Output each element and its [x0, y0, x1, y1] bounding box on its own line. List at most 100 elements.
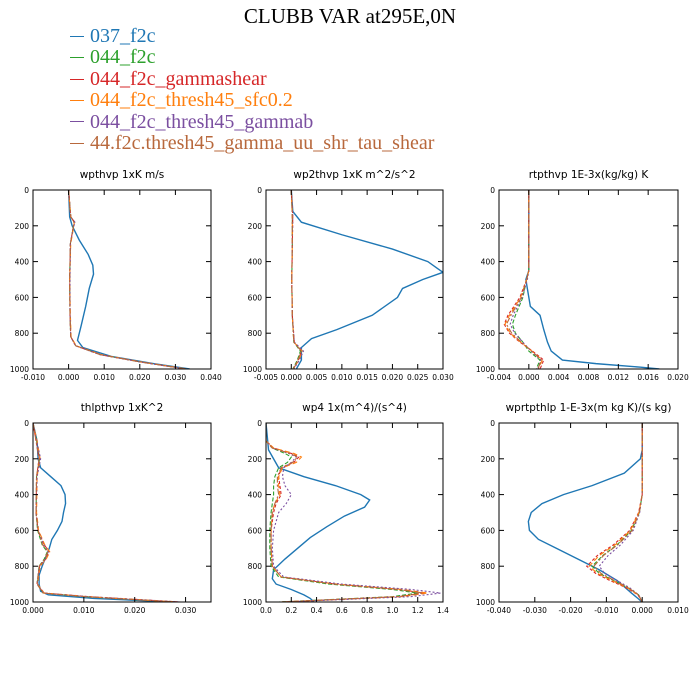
x-tick-label: 0.025	[407, 373, 429, 382]
x-tick-label: 0.020	[129, 373, 151, 382]
x-tick-label: 1.2	[412, 606, 424, 615]
y-tick-label: 200	[248, 455, 263, 464]
y-tick-label: 600	[15, 526, 30, 535]
y-tick-label: 200	[15, 222, 30, 231]
y-tick-label: 400	[15, 258, 30, 267]
legend-item-gammashear: 044_f2c_gammashear	[70, 67, 434, 90]
legend-swatch	[70, 78, 84, 80]
legend-label: 044_f2c_gammashear	[90, 67, 267, 90]
x-tick-label: 0.016	[637, 373, 659, 382]
series-line-4	[33, 423, 178, 602]
y-tick-label: 1000	[243, 598, 262, 607]
panel-1: wpthvp 1xK m/s -0.010 0.000 0.010 0.020 0.030…	[10, 169, 222, 382]
x-tick-label: 0.010	[73, 606, 95, 615]
legend-label: 044_f2c_thresh45_sfc0.2	[90, 89, 293, 112]
series-line-1	[67, 190, 190, 369]
series-line-5	[598, 423, 643, 602]
legend-item-thresh45-gammab: 044_f2c_thresh45_gammab	[70, 110, 434, 133]
y-tick-label: 800	[248, 329, 263, 338]
y-tick-label: 600	[248, 526, 263, 535]
x-tick-label: -0.020	[559, 606, 583, 615]
series-line-1	[290, 190, 443, 369]
x-tick-label: 0.000	[281, 373, 303, 382]
panel-title: rtpthvp 1E-3x(kg/kg) K	[529, 169, 650, 181]
y-tick-label: 1000	[10, 598, 29, 607]
y-tick-label: 200	[481, 222, 496, 231]
x-tick-label: 0.010	[331, 373, 353, 382]
y-tick-label: 600	[481, 293, 496, 302]
x-tick-label: 0.020	[667, 373, 689, 382]
plot-frame	[32, 422, 212, 603]
panel-6: wprtpthlp 1-E-3x(m kg K)/(s kg) -0.040 -0.…	[476, 402, 689, 615]
panel-5: wp4 1x(m^4)/(s^4) 0.0 0.2 0.4 0.6 0.8 1.0 1.2 1.…	[243, 402, 449, 615]
series-line-4	[588, 423, 643, 602]
plot-frame	[32, 189, 212, 370]
x-tick-label: -0.004	[487, 373, 511, 382]
series-line-5	[68, 190, 186, 369]
x-tick-label: -0.030	[523, 606, 547, 615]
series-line-1	[33, 423, 176, 602]
plot-frame	[265, 422, 444, 603]
legend-item-thresh45-sfc: 044_f2c_thresh45_sfc0.2	[70, 89, 434, 112]
series-line-3	[33, 423, 181, 602]
series-line-3	[585, 423, 643, 602]
y-tick-label: 1000	[476, 365, 495, 374]
series-line-2	[68, 190, 187, 369]
x-tick-label: 1.0	[386, 606, 398, 615]
series-line-4	[266, 423, 428, 602]
panel-4: thlpthvp 1xK^2 0.000 0.010 0.020 0.030 0 200 40…	[10, 402, 212, 615]
legend-swatch	[70, 35, 84, 37]
series-line-6	[68, 190, 187, 369]
plot-frame	[265, 189, 444, 370]
legend-label: 044_f2c_thresh45_gammab	[90, 110, 314, 133]
panel-title: wp2thvp 1xK m^2/s^2	[293, 169, 415, 181]
figure-title: CLUBB VAR at295E,0N	[243, 4, 457, 28]
y-tick-label: 800	[481, 562, 496, 571]
y-tick-label: 0	[257, 419, 262, 428]
x-tick-label: 1.4	[437, 606, 449, 615]
series-line-5	[33, 423, 180, 602]
y-tick-label: 1000	[476, 598, 495, 607]
series-line-6	[505, 190, 543, 369]
x-tick-label: 0.012	[608, 373, 630, 382]
series-line-6	[290, 190, 303, 369]
x-tick-label: 0.000	[22, 606, 44, 615]
y-tick-label: 400	[248, 258, 263, 267]
x-tick-label: 0.015	[356, 373, 378, 382]
y-tick-label: 0	[24, 419, 29, 428]
x-tick-label: 0.030	[175, 606, 197, 615]
panel-title: wprtpthlp 1-E-3x(m kg K)/(s kg)	[506, 402, 672, 414]
x-tick-label: 0.4	[311, 606, 323, 615]
series-line-6	[33, 423, 177, 602]
series-line-2	[33, 423, 176, 602]
series-line-4	[290, 190, 304, 369]
panel-3: rtpthvp 1E-3x(kg/kg) K -0.004 0.000 0.004 0.…	[476, 169, 689, 382]
panel-title: wp4 1x(m^4)/(s^4)	[302, 402, 407, 414]
series-line-2	[511, 190, 541, 369]
legend-swatch	[70, 100, 84, 102]
legend-swatch	[70, 121, 84, 123]
y-tick-label: 400	[481, 491, 496, 500]
y-tick-label: 600	[481, 526, 496, 535]
y-tick-label: 200	[248, 222, 263, 231]
x-tick-label: -0.010	[21, 373, 45, 382]
legend-swatch	[70, 57, 84, 59]
y-tick-label: 1000	[10, 365, 29, 374]
x-tick-label: 0.010	[667, 606, 689, 615]
x-tick-label: 0.010	[93, 373, 115, 382]
x-tick-label: -0.040	[487, 606, 511, 615]
series-line-2	[290, 190, 302, 369]
y-tick-label: 400	[15, 491, 30, 500]
x-tick-label: 0.2	[285, 606, 297, 615]
x-tick-label: 0.004	[548, 373, 570, 382]
x-tick-label: 0.040	[200, 373, 222, 382]
x-tick-label: 0.020	[124, 606, 146, 615]
y-tick-label: 200	[15, 455, 30, 464]
series-line-6	[593, 423, 643, 602]
series-line-6	[266, 423, 423, 602]
x-tick-label: 0.008	[578, 373, 600, 382]
x-tick-label: -0.005	[254, 373, 278, 382]
series-line-2	[266, 423, 418, 602]
x-tick-label: 0.030	[165, 373, 187, 382]
series-line-5	[266, 423, 441, 602]
